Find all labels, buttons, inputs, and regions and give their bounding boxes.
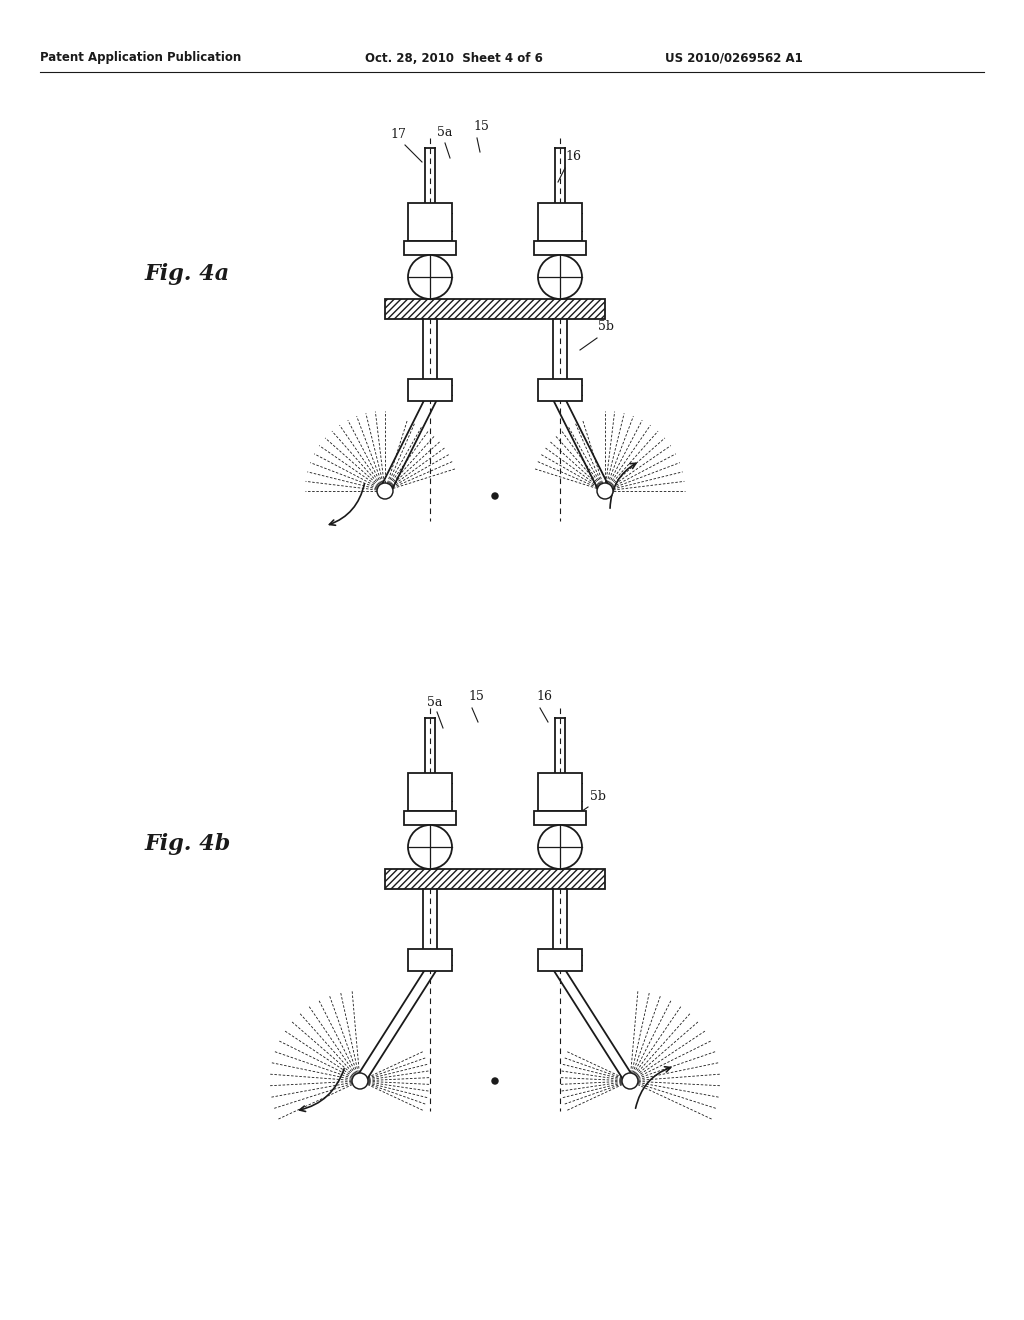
- Circle shape: [352, 1073, 368, 1089]
- Bar: [404, 810, 456, 825]
- Circle shape: [538, 255, 582, 300]
- Circle shape: [622, 1073, 638, 1089]
- Text: 15: 15: [468, 690, 484, 704]
- Bar: [538, 379, 582, 401]
- Circle shape: [538, 825, 582, 869]
- Text: Oct. 28, 2010  Sheet 4 of 6: Oct. 28, 2010 Sheet 4 of 6: [365, 51, 543, 65]
- Bar: [408, 774, 452, 810]
- Circle shape: [377, 483, 393, 499]
- Bar: [385, 300, 605, 319]
- Text: 5a: 5a: [427, 696, 442, 709]
- Circle shape: [597, 483, 613, 499]
- Bar: [538, 774, 582, 810]
- Text: 17: 17: [390, 128, 406, 141]
- Bar: [404, 242, 456, 255]
- Bar: [408, 379, 452, 401]
- Text: 5a: 5a: [437, 125, 453, 139]
- Circle shape: [408, 255, 452, 300]
- Circle shape: [492, 492, 498, 499]
- Circle shape: [408, 825, 452, 869]
- Text: 5b: 5b: [590, 789, 606, 803]
- Text: Fig. 4a: Fig. 4a: [145, 263, 230, 285]
- Text: 16: 16: [536, 690, 552, 704]
- Text: 16: 16: [565, 150, 581, 162]
- Text: 5b: 5b: [598, 319, 614, 333]
- Bar: [408, 949, 452, 972]
- Bar: [534, 810, 586, 825]
- Circle shape: [492, 1078, 498, 1084]
- Text: Patent Application Publication: Patent Application Publication: [40, 51, 242, 65]
- Bar: [408, 203, 452, 242]
- Text: 15: 15: [473, 120, 488, 133]
- Bar: [538, 949, 582, 972]
- Bar: [534, 242, 586, 255]
- Bar: [385, 869, 605, 888]
- Text: US 2010/0269562 A1: US 2010/0269562 A1: [665, 51, 803, 65]
- Bar: [538, 203, 582, 242]
- Text: Fig. 4b: Fig. 4b: [145, 833, 231, 855]
